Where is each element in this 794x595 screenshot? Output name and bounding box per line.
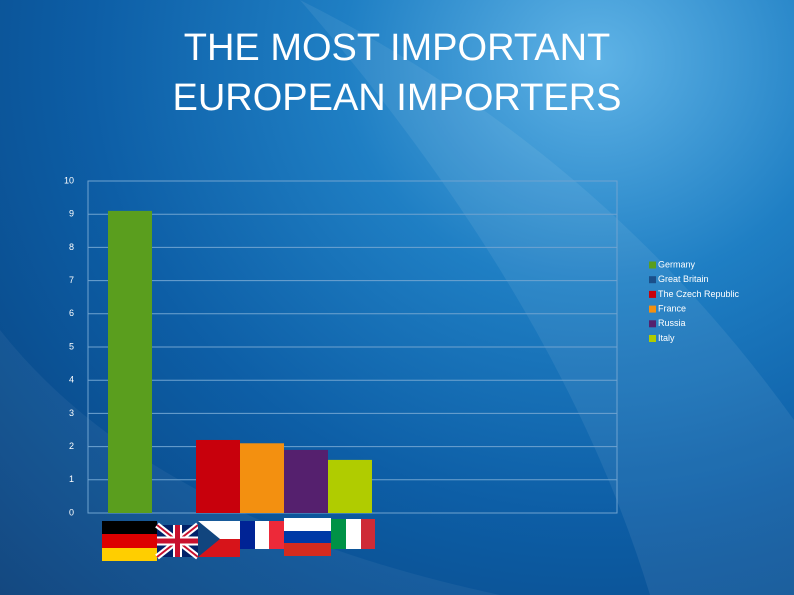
y-tick-label: 1 — [69, 474, 74, 484]
legend-label: Germany — [658, 259, 696, 269]
background-swoosh — [300, 0, 794, 595]
legend-swatch — [649, 305, 656, 313]
flag-part — [198, 521, 220, 557]
flag-part — [102, 548, 157, 561]
flag-part — [284, 543, 331, 556]
flag-part — [284, 531, 331, 543]
y-tick-label: 3 — [69, 408, 74, 418]
flag-part — [331, 519, 346, 549]
legend-swatch — [649, 320, 656, 328]
flag-part — [157, 525, 198, 557]
flags — [102, 518, 375, 561]
legend-label: Great Britain — [658, 274, 709, 284]
legend-label: The Czech Republic — [658, 289, 740, 299]
flag-part — [102, 534, 157, 548]
y-tick-label: 8 — [69, 242, 74, 252]
flag-part — [255, 521, 269, 549]
legend-label: Russia — [658, 318, 686, 328]
bar — [284, 449, 328, 513]
flag-part — [240, 521, 255, 549]
legend-label: Italy — [658, 333, 675, 343]
legend-label: France — [658, 303, 686, 313]
legend-swatch — [649, 276, 656, 284]
legend-swatch — [649, 261, 656, 269]
y-tick-label: 4 — [69, 375, 74, 385]
y-tick-label: 0 — [69, 507, 74, 517]
title-line: THE MOST IMPORTANT — [184, 27, 610, 69]
bar — [108, 210, 152, 513]
bar — [240, 443, 284, 513]
y-tick-label: 9 — [69, 209, 74, 219]
flag-part — [361, 519, 375, 549]
flag-part — [346, 519, 361, 549]
bar — [196, 439, 240, 513]
legend-swatch — [649, 290, 656, 298]
flag-part — [102, 521, 157, 534]
y-tick-label: 2 — [69, 441, 74, 451]
bar — [328, 459, 372, 513]
flag-part — [269, 521, 284, 549]
y-tick-label: 6 — [69, 308, 74, 318]
legend-swatch — [649, 335, 656, 342]
y-tick-label: 10 — [64, 175, 74, 185]
y-tick-label: 7 — [69, 275, 74, 285]
title-line: EUROPEAN IMPORTERS — [172, 77, 621, 119]
flag-part — [284, 518, 331, 531]
y-tick-label: 5 — [69, 341, 74, 351]
